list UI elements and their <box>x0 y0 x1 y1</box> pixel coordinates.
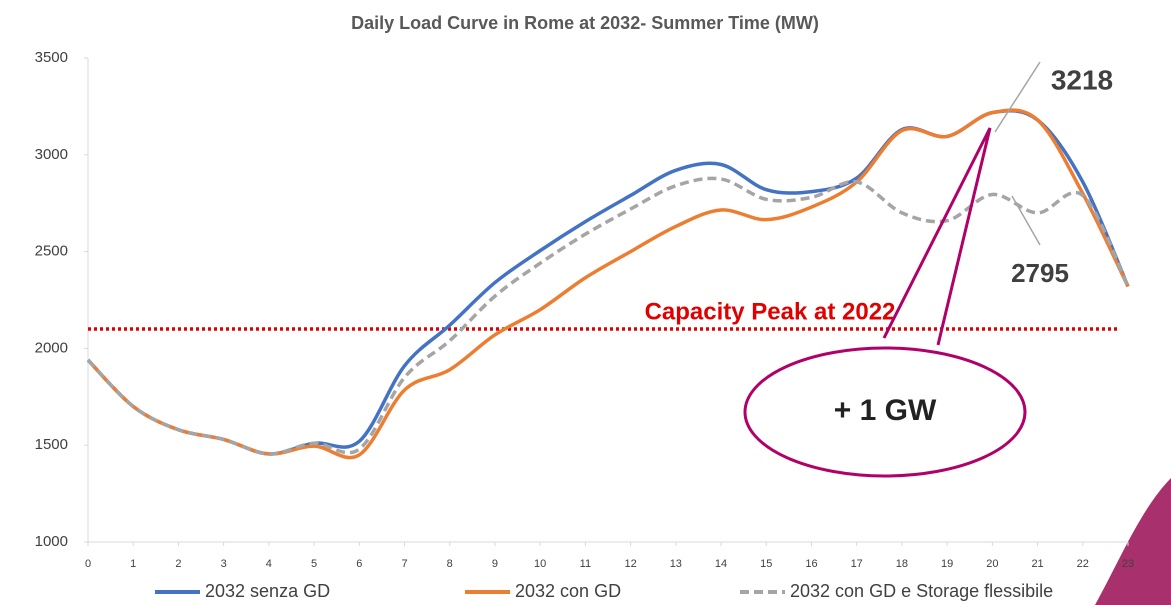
x-tick-label: 18 <box>896 558 908 570</box>
x-tick-label: 14 <box>715 558 727 570</box>
legend-label: 2032 con GD <box>515 581 621 601</box>
x-tick-label: 13 <box>670 558 682 570</box>
chart: Daily Load Curve in Rome at 2032- Summer… <box>0 0 1171 605</box>
x-tick-label: 22 <box>1077 558 1089 570</box>
x-tick-label: 15 <box>760 558 772 570</box>
x-tick-label: 2 <box>175 558 181 570</box>
legend-label: 2032 senza GD <box>205 581 330 601</box>
x-tick-label: 4 <box>266 558 272 570</box>
x-tick-label: 11 <box>580 558 591 570</box>
x-tick-label: 20 <box>986 558 998 570</box>
x-tick-label: 8 <box>447 558 453 570</box>
callout-pointer <box>884 128 990 345</box>
x-tick-label: 5 <box>311 558 317 570</box>
annotation: 3218 <box>1051 64 1113 95</box>
x-tick-label: 21 <box>1031 558 1043 570</box>
leader-line <box>1012 196 1040 245</box>
chart-title: Daily Load Curve in Rome at 2032- Summer… <box>351 13 819 33</box>
x-tick-label: 12 <box>624 558 636 570</box>
y-tick-label: 2500 <box>35 243 68 260</box>
annotation: + 1 GW <box>834 394 937 427</box>
annotation: 2795 <box>1011 258 1069 288</box>
legend-label: 2032 con GD e Storage flessibile <box>790 581 1053 601</box>
x-tick-label: 0 <box>85 558 91 570</box>
y-tick-label: 3500 <box>35 49 68 66</box>
reference-label: Capacity Peak at 2022 <box>645 298 896 325</box>
x-tick-label: 16 <box>805 558 817 570</box>
leader-line <box>995 62 1040 132</box>
x-tick-label: 7 <box>401 558 407 570</box>
x-tick-label: 1 <box>130 558 136 570</box>
x-tick-label: 3 <box>221 558 227 570</box>
x-tick-label: 19 <box>941 558 953 570</box>
y-tick-label: 2000 <box>35 339 68 356</box>
x-tick-label: 9 <box>492 558 498 570</box>
x-tick-label: 6 <box>356 558 362 570</box>
x-tick-label: 23 <box>1122 558 1134 570</box>
y-tick-label: 1000 <box>35 533 68 550</box>
x-tick-label: 10 <box>534 558 546 570</box>
legend: 2032 senza GD 2032 con GD 2032 con GD e St… <box>155 581 1053 601</box>
y-tick-label: 3000 <box>35 146 68 163</box>
y-tick-label: 1500 <box>35 436 68 453</box>
x-tick-label: 17 <box>851 558 863 570</box>
